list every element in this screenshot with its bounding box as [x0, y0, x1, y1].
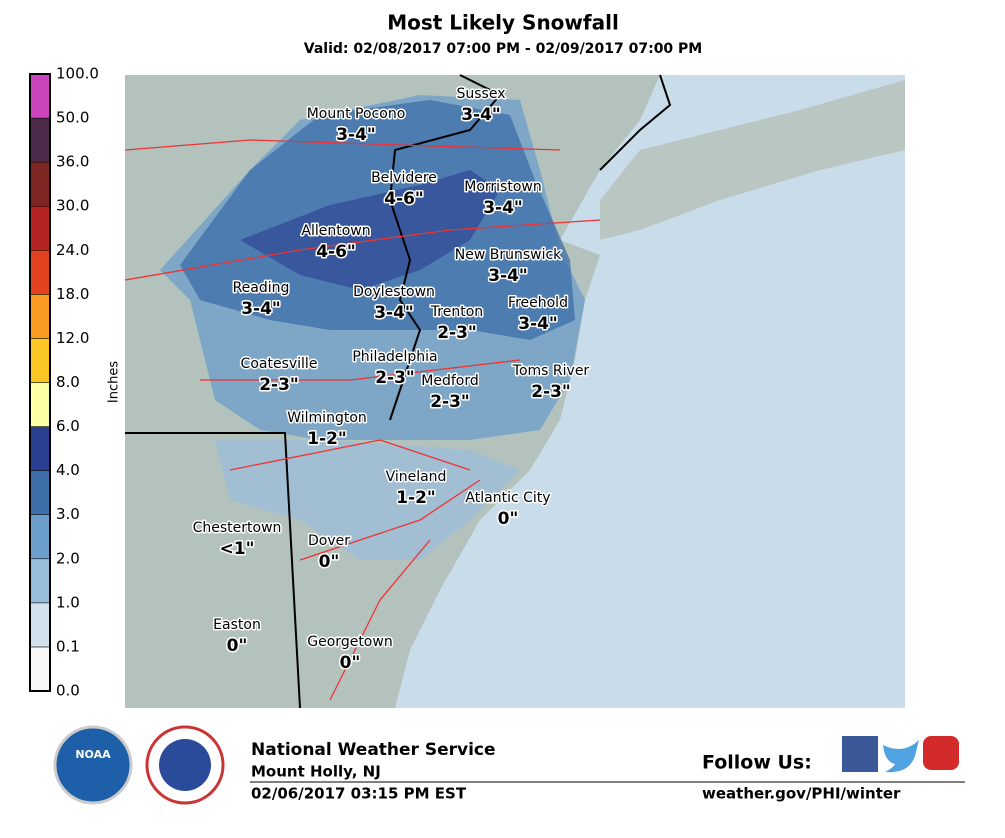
town-amount: <1" [220, 539, 255, 559]
town-name: Allentown [301, 223, 370, 239]
town-name: Toms River [512, 363, 590, 379]
town-amount: 3-4" [461, 105, 501, 125]
legend-label: 3.0 [56, 505, 80, 523]
town-name: Trenton [430, 304, 483, 320]
town-amount: 3-4" [483, 198, 523, 218]
town-name: Freehold [508, 295, 568, 311]
town-amount: 0" [319, 552, 340, 572]
twitter-icon[interactable] [883, 740, 919, 773]
legend-label: 50.0 [56, 109, 89, 127]
town-name: Philadelphia [352, 349, 437, 365]
office: Mount Holly, NJ [251, 763, 381, 781]
town-name: Sussex [457, 86, 506, 102]
url[interactable]: weather.gov/PHI/winter [702, 785, 901, 803]
title: Most Likely Snowfall [387, 11, 619, 35]
town-name: Atlantic City [465, 490, 550, 506]
town-name: New Brunswick [455, 247, 562, 263]
legend-label: 100.0 [56, 65, 99, 83]
town-amount: 3-4" [241, 299, 281, 319]
valid-time: Valid: 02/08/2017 07:00 PM - 02/09/2017 … [304, 41, 703, 57]
legend-label: 2.0 [56, 549, 80, 567]
nws-logo-inner [159, 739, 211, 791]
legend-label: 18.0 [56, 285, 89, 303]
legend-label: 30.0 [56, 197, 89, 215]
town-amount: 1-2" [307, 429, 347, 449]
town-amount: 4-6" [384, 189, 424, 209]
legend-frame [29, 73, 51, 692]
town-name: Medford [421, 373, 478, 389]
town-amount: 2-3" [437, 323, 477, 343]
legend-label: 0.0 [56, 682, 80, 700]
noaa-logo [53, 725, 133, 805]
legend-label: 4.0 [56, 461, 80, 479]
legend-swatch [29, 426, 51, 471]
town-amount: 4-6" [316, 242, 356, 262]
town-name: Mount Pocono [307, 106, 406, 122]
agency: National Weather Service [251, 740, 496, 760]
town-name: Belvidere [371, 170, 437, 186]
youtube-icon[interactable] [923, 736, 959, 770]
snow-1-2 [215, 440, 520, 560]
town-amount: 3-4" [336, 125, 376, 145]
town-name: Vineland [386, 469, 447, 485]
legend-swatch [29, 294, 51, 339]
town-amount: 3-4" [374, 303, 414, 323]
state-border [125, 74, 672, 709]
town-amount: 2-3" [259, 375, 299, 395]
legend-swatch [29, 161, 51, 207]
legend-label: 36.0 [56, 153, 89, 171]
noaa-text: NOAA [75, 748, 111, 761]
legend-unit: Inches [107, 361, 122, 403]
town-amount: 3-4" [518, 314, 558, 334]
legend-swatch [29, 250, 51, 295]
long-island [600, 80, 905, 240]
legend-swatch [29, 205, 51, 251]
town-name: Doylestown [353, 284, 435, 300]
town-name: Easton [213, 617, 261, 633]
town-name: Chestertown [193, 520, 282, 536]
legend-label: 8.0 [56, 373, 80, 391]
legend-label: 6.0 [56, 417, 80, 435]
town-name: Wilmington [287, 410, 367, 426]
state-border [388, 74, 502, 421]
footer: NOAA National Weather Service Mount Holl… [53, 725, 965, 805]
legend-swatch [29, 470, 51, 515]
town-amount: 3-4" [488, 266, 528, 286]
roads [124, 139, 601, 701]
town-name: Coatesville [241, 356, 318, 372]
map [124, 74, 905, 709]
town-name: Morristown [464, 179, 541, 195]
legend-swatch [29, 382, 51, 427]
town-amount: 1-2" [396, 488, 436, 508]
legend-swatch [29, 338, 51, 383]
town-amount: 0" [227, 636, 248, 656]
facebook-icon[interactable] [842, 736, 878, 772]
legend-swatch [29, 646, 51, 692]
legend-label: 12.0 [56, 329, 89, 347]
legend-swatch [29, 117, 51, 163]
town-amount: 0" [340, 653, 361, 673]
town-amount: 2-3" [430, 392, 470, 412]
legend-swatch [29, 73, 51, 119]
town-name: Georgetown [307, 634, 392, 650]
issued: 02/06/2017 03:15 PM EST [251, 785, 467, 803]
town-amount: 0" [498, 509, 519, 529]
legend-label: 0.1 [56, 637, 80, 655]
legend-swatch [29, 558, 51, 604]
town-amount: 2-3" [375, 368, 415, 388]
legend-swatch [29, 602, 51, 648]
town-name: Dover [308, 533, 350, 549]
follow-us: Follow Us: [702, 752, 812, 774]
town-amount: 2-3" [531, 382, 571, 402]
legend-label: 24.0 [56, 241, 89, 259]
town-name: Reading [233, 280, 290, 296]
legend-label: 1.0 [56, 593, 80, 611]
legend-swatch [29, 514, 51, 560]
snow-4-6 [240, 170, 500, 290]
